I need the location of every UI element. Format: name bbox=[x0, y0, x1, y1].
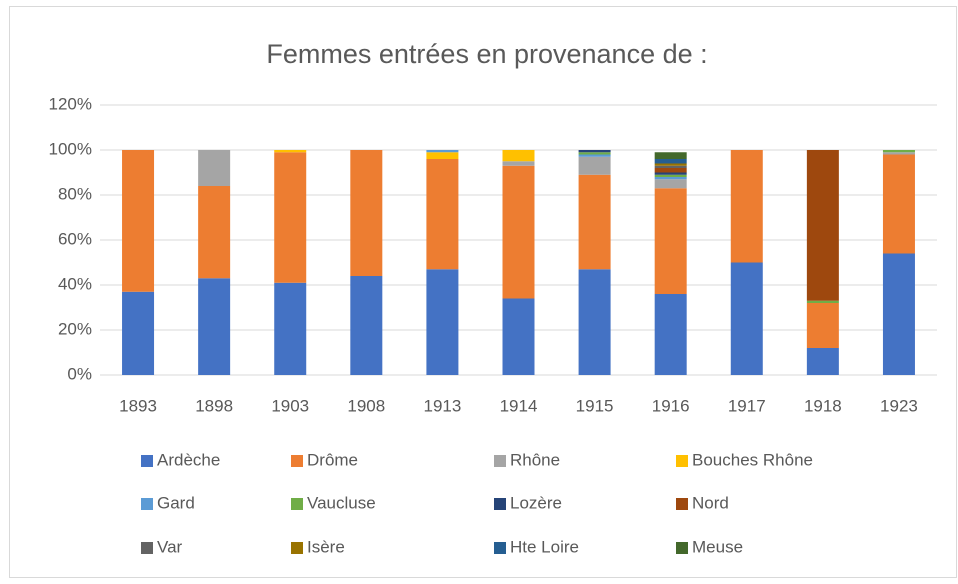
x-tick-label: 1917 bbox=[728, 396, 766, 415]
bar-segment bbox=[122, 150, 155, 292]
bar-segment bbox=[578, 174, 611, 270]
bar-segment bbox=[654, 165, 687, 168]
x-tick-label: 1908 bbox=[347, 396, 385, 415]
bar-segment bbox=[578, 150, 611, 153]
bar-segment bbox=[882, 154, 915, 254]
bar-segment bbox=[502, 150, 535, 162]
bar-segment bbox=[654, 174, 687, 177]
legend-swatch bbox=[291, 498, 303, 510]
x-tick-label: 1915 bbox=[576, 396, 614, 415]
bar-segment bbox=[198, 150, 231, 186]
bar-segment bbox=[198, 186, 231, 279]
bar-segment bbox=[654, 294, 687, 375]
legend-label: Vaucluse bbox=[307, 493, 376, 512]
legend-swatch bbox=[141, 498, 153, 510]
legend-swatch bbox=[676, 455, 688, 467]
legend-label: Gard bbox=[157, 493, 195, 512]
bar-segment bbox=[730, 262, 763, 375]
legend-label: Bouches Rhône bbox=[692, 450, 813, 469]
bar-segment bbox=[350, 276, 383, 375]
legend-label: Lozère bbox=[510, 493, 562, 512]
bar-segment bbox=[654, 152, 687, 159]
legend-label: Drôme bbox=[307, 450, 358, 469]
x-tick-label: 1903 bbox=[271, 396, 309, 415]
legend-label: Hte Loire bbox=[510, 537, 579, 556]
legend-swatch bbox=[494, 498, 506, 510]
bar-segment bbox=[882, 253, 915, 375]
y-tick-label: 60% bbox=[58, 229, 92, 248]
x-tick-label: 1914 bbox=[500, 396, 538, 415]
bar-segment bbox=[654, 177, 687, 180]
bar-segment bbox=[426, 159, 459, 270]
legend-swatch bbox=[494, 455, 506, 467]
y-tick-label: 120% bbox=[49, 94, 92, 113]
y-tick-label: 80% bbox=[58, 184, 92, 203]
bar-segment bbox=[578, 156, 611, 175]
bar-segment bbox=[426, 150, 459, 153]
legend-swatch bbox=[494, 542, 506, 554]
bar-segment bbox=[426, 152, 459, 159]
legend-swatch bbox=[676, 498, 688, 510]
bar-segment bbox=[882, 150, 915, 153]
legend-label: Rhône bbox=[510, 450, 560, 469]
y-tick-label: 40% bbox=[58, 274, 92, 293]
y-tick-label: 20% bbox=[58, 319, 92, 338]
bar-segment bbox=[578, 269, 611, 375]
legend-swatch bbox=[291, 542, 303, 554]
legend-label: Ardèche bbox=[157, 450, 220, 469]
x-tick-label: 1893 bbox=[119, 396, 157, 415]
bar-segment bbox=[806, 303, 839, 348]
bar-segment bbox=[274, 150, 307, 153]
x-tick-label: 1913 bbox=[423, 396, 461, 415]
bar-segment bbox=[654, 163, 687, 166]
x-tick-label: 1923 bbox=[880, 396, 918, 415]
legend-swatch bbox=[676, 542, 688, 554]
legend-swatch bbox=[291, 455, 303, 467]
legend-swatch bbox=[141, 542, 153, 554]
bar-segment bbox=[198, 278, 231, 375]
legend-swatch bbox=[141, 455, 153, 467]
bar-segment bbox=[654, 159, 687, 164]
bar-segment bbox=[502, 165, 535, 299]
bar-segment bbox=[274, 282, 307, 375]
x-tick-label: 1898 bbox=[195, 396, 233, 415]
bar-segment bbox=[350, 150, 383, 276]
bar-segment bbox=[274, 152, 307, 283]
legend-label: Var bbox=[157, 537, 183, 556]
bar-segment bbox=[882, 152, 915, 155]
legend-label: Nord bbox=[692, 493, 729, 512]
legend-label: Meuse bbox=[692, 537, 743, 556]
chart-title: Femmes entrées en provenance de : bbox=[266, 39, 707, 69]
bar-segment bbox=[502, 161, 535, 166]
bar-segment bbox=[426, 269, 459, 375]
x-tick-label: 1916 bbox=[652, 396, 690, 415]
bar-segment bbox=[578, 154, 611, 157]
y-tick-label: 100% bbox=[49, 139, 92, 158]
x-tick-label: 1918 bbox=[804, 396, 842, 415]
bar-segment bbox=[806, 348, 839, 375]
bar-segment bbox=[654, 188, 687, 294]
bar-segment bbox=[654, 168, 687, 173]
bar-segment bbox=[730, 150, 763, 263]
bar-segment bbox=[806, 300, 839, 303]
y-tick-label: 0% bbox=[67, 364, 92, 383]
chart-border bbox=[9, 6, 957, 578]
bar-segment bbox=[578, 152, 611, 155]
bar-segment bbox=[502, 298, 535, 375]
bar-segment bbox=[654, 179, 687, 189]
bar-segment bbox=[654, 172, 687, 175]
legend-label: Isère bbox=[307, 537, 345, 556]
bar-segment bbox=[806, 150, 839, 301]
bar-segment bbox=[122, 291, 155, 375]
